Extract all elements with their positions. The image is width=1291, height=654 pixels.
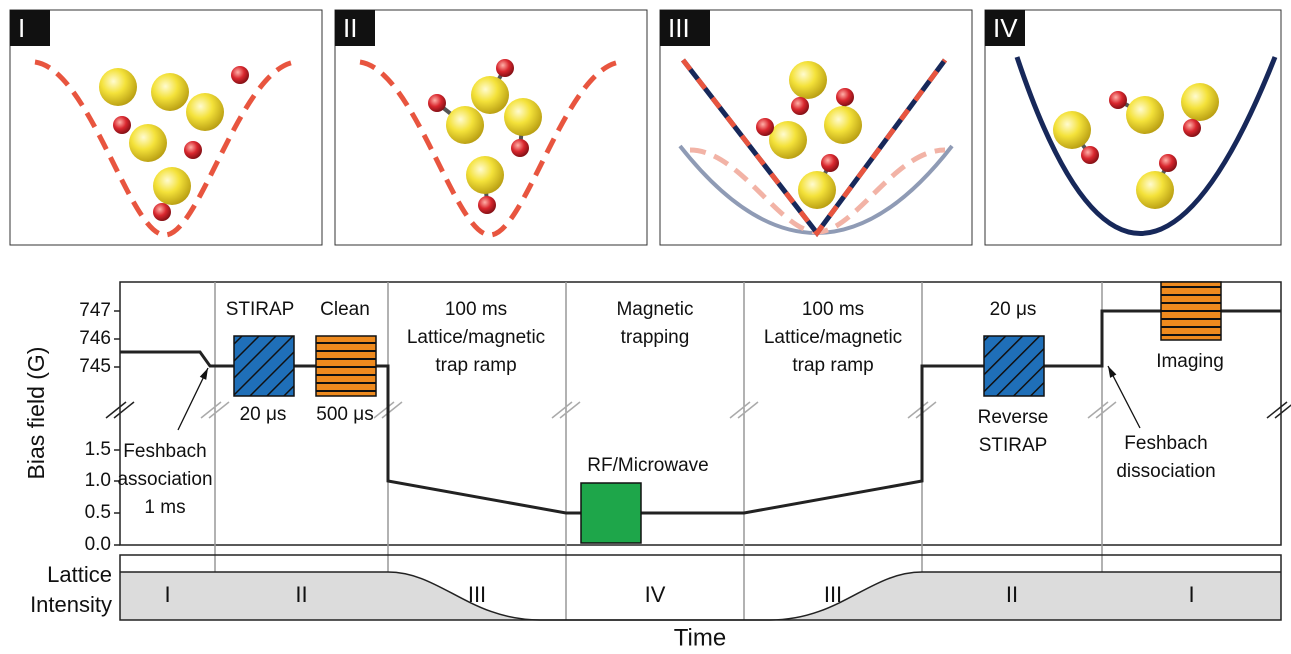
atom-small xyxy=(791,97,809,115)
lattice-label: Intensity xyxy=(30,592,112,617)
panel-label: III xyxy=(668,13,690,43)
atom xyxy=(789,61,827,99)
annotation: STIRAP xyxy=(979,435,1048,456)
pulse-box xyxy=(316,336,376,396)
annotation: Reverse xyxy=(978,407,1049,428)
annotation: Lattice/magnetic xyxy=(407,327,545,348)
stage-label: II xyxy=(295,582,307,607)
annotation: 1 ms xyxy=(144,497,185,518)
y-tick-label: 0.5 xyxy=(85,502,111,523)
atom-small xyxy=(756,118,774,136)
atom-small xyxy=(836,88,854,106)
page: {"panels": [{"label": "I"}, {"label": "I… xyxy=(0,0,1291,654)
annotation: trap ramp xyxy=(792,355,873,376)
annotation: Feshbach xyxy=(123,441,206,462)
lattice-label: Lattice xyxy=(47,562,112,587)
annotation: trap ramp xyxy=(435,355,516,376)
y-axis-label: Bias field (G) xyxy=(23,347,49,480)
y-tick-label: 1.0 xyxy=(85,470,111,491)
panel-badge xyxy=(10,10,50,46)
stage-label: III xyxy=(468,582,486,607)
atom-small xyxy=(478,196,496,214)
panel-label: I xyxy=(18,13,25,43)
figure: IIIIIIIV 7477467451.51.00.50.0Bias field… xyxy=(0,0,1291,654)
atom xyxy=(1053,111,1091,149)
pulse-box xyxy=(1161,282,1221,340)
pulse-box xyxy=(234,336,294,396)
atom-small xyxy=(496,59,514,77)
y-tick-label: 746 xyxy=(79,328,111,349)
stage-label: I xyxy=(1188,582,1194,607)
atom-small xyxy=(428,94,446,112)
annotation: 500 μs xyxy=(316,404,373,425)
atom xyxy=(1136,171,1174,209)
annotation: 20 μs xyxy=(240,404,287,425)
arrow-head xyxy=(1108,366,1116,378)
atom xyxy=(153,167,191,205)
pulse-box xyxy=(984,336,1044,396)
atom-small xyxy=(184,141,202,159)
stage-label: IV xyxy=(645,582,666,607)
lattice-intensity xyxy=(120,572,1281,620)
annotation: trapping xyxy=(621,327,690,348)
atom xyxy=(824,106,862,144)
atom xyxy=(446,106,484,144)
atom-small xyxy=(153,203,171,221)
atom xyxy=(1126,96,1164,134)
atom-small xyxy=(113,116,131,134)
y-tick-label: 0.0 xyxy=(85,534,111,555)
atom xyxy=(471,76,509,114)
atom xyxy=(466,156,504,194)
annotation: association xyxy=(117,469,212,490)
y-tick-label: 747 xyxy=(79,300,111,321)
atom xyxy=(99,68,137,106)
annotation: Magnetic xyxy=(616,299,693,320)
stage-label: II xyxy=(1006,582,1018,607)
atom xyxy=(1181,83,1219,121)
stage-label: III xyxy=(824,582,842,607)
annotation: RF/Microwave xyxy=(587,455,708,476)
pulse-box xyxy=(581,483,641,543)
atom-small xyxy=(1159,154,1177,172)
atom-small xyxy=(821,154,839,172)
annotation: STIRAP xyxy=(226,299,295,320)
annotation: Imaging xyxy=(1156,351,1224,372)
annotation: dissociation xyxy=(1116,461,1215,482)
annotation: Feshbach xyxy=(1124,433,1207,454)
panel-label: IV xyxy=(993,13,1018,43)
atom xyxy=(186,93,224,131)
arrow-head xyxy=(200,368,208,380)
stage-label: I xyxy=(164,582,170,607)
annotation: 100 ms xyxy=(802,299,864,320)
atom-small xyxy=(231,66,249,84)
y-tick-label: 1.5 xyxy=(85,439,111,460)
atom xyxy=(504,98,542,136)
plot-frame xyxy=(120,282,1281,545)
atom xyxy=(769,121,807,159)
x-axis-label: Time xyxy=(674,624,726,651)
annotation: Clean xyxy=(320,299,370,320)
atom-small xyxy=(1183,119,1201,137)
panel-label: II xyxy=(343,13,357,43)
bias-plot: 747 746 745 1.5 1.0 0.5 0.0 Bias field (G) STIRA… xyxy=(23,282,1291,620)
annotation: 20 μs xyxy=(990,299,1037,320)
atom xyxy=(129,124,167,162)
annotation: Lattice/magnetic xyxy=(764,327,902,348)
annotation: 100 ms xyxy=(445,299,507,320)
atom-small xyxy=(1109,91,1127,109)
y-tick-label: 745 xyxy=(79,356,111,377)
atom-small xyxy=(1081,146,1099,164)
atom xyxy=(151,73,189,111)
atom xyxy=(798,171,836,209)
atom-small xyxy=(511,139,529,157)
